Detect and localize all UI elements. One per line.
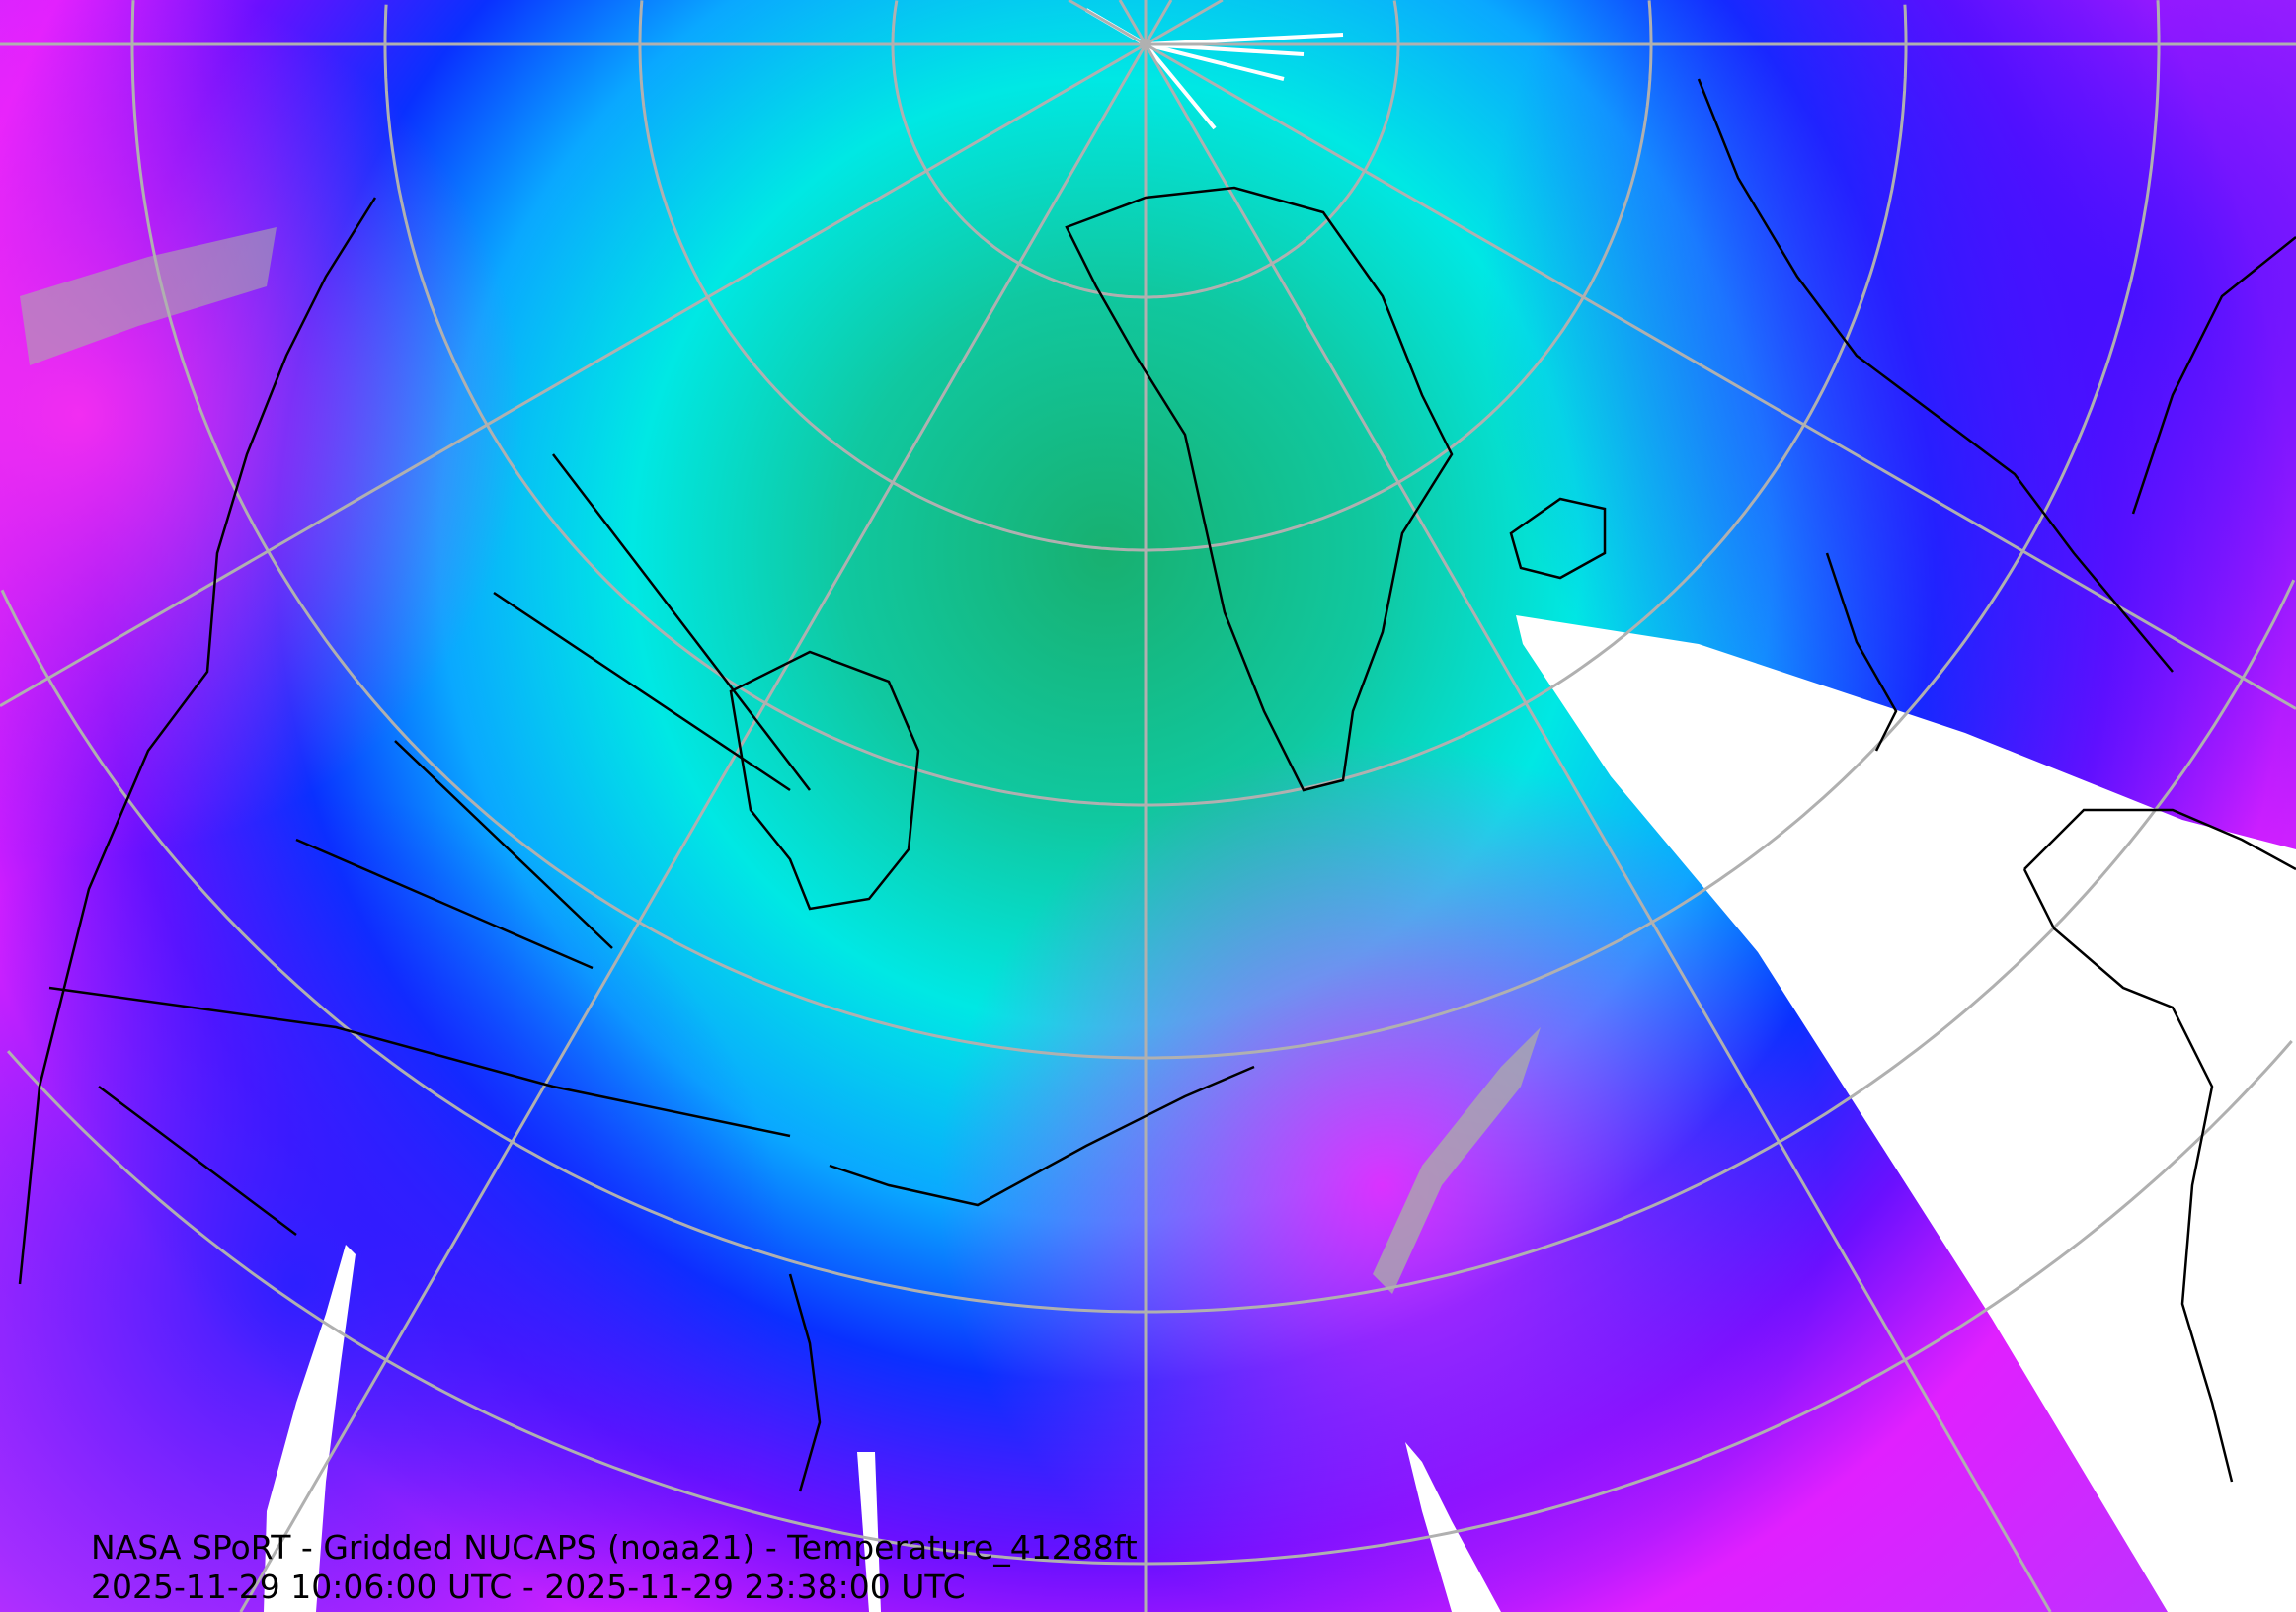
meridian-line [1144, 43, 2052, 1612]
meridian-line [1118, 0, 1148, 45]
latitude-circle [891, 0, 1400, 299]
latitude-circle [6, 1040, 2293, 1566]
europe-coast [1697, 78, 2296, 752]
coastlines [18, 78, 2296, 1492]
meridian-line [1145, 0, 1224, 46]
state-borders [48, 453, 811, 1236]
missing-data-streak [1373, 1027, 1541, 1294]
hudson-bay-outline [729, 650, 920, 911]
greenland-outline [1065, 186, 1454, 792]
north-america-coast [18, 197, 1255, 1492]
meridian-line [239, 43, 1148, 1612]
latitude-circle [0, 579, 2296, 1314]
meridian-line [1068, 0, 1147, 46]
iceland-outline [1509, 497, 1607, 580]
latitude-circle [1392, 0, 1400, 44]
map-title: NASA SPoRT - Gridded NUCAPS (noaa21) - T… [91, 1528, 1138, 1567]
latitude-circle [638, 0, 1653, 552]
latitude-circle [1903, 4, 1908, 44]
meridian-line [1144, 0, 1173, 45]
africa-coast [2022, 808, 2296, 1483]
latitude-circle [1647, 0, 1653, 44]
latitude-circle [130, 0, 2161, 1060]
meridian-line [0, 42, 1147, 707]
latitude-circle [2156, 0, 2161, 44]
latitude-circle [383, 4, 1908, 807]
missing-data-streak [20, 227, 277, 365]
map-time-range: 2025-11-29 10:06:00 UTC - 2025-11-29 23:… [91, 1568, 966, 1606]
meridian-line [1145, 42, 2296, 710]
no-data-regions [264, 615, 2296, 1612]
